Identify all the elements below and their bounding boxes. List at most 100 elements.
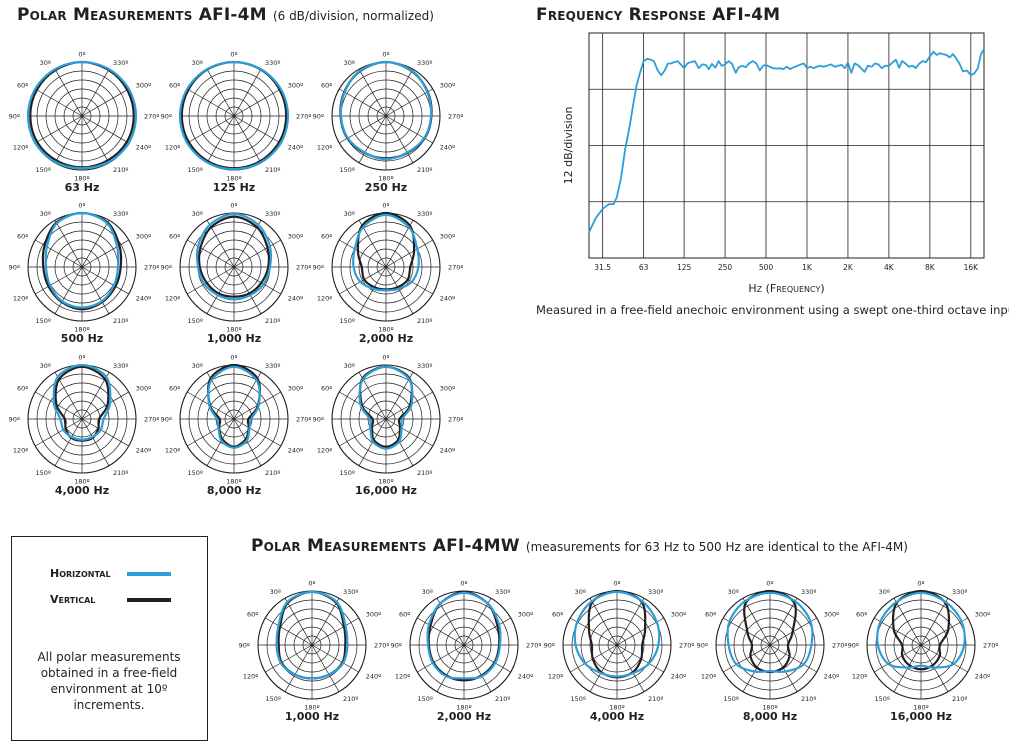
polar-angle-label: 180º	[913, 704, 928, 712]
polar-angle-label: 60º	[399, 611, 410, 619]
polar-angle-label: 270º	[448, 416, 463, 424]
polar-plot: 0º 30º 60º 90º 120º 150º 180º 210º 240º 270º 300º 3…	[313, 51, 464, 195]
polar-horizontal-curve	[573, 590, 661, 678]
polar-angle-label: 150º	[36, 469, 51, 477]
polar-angle-label: 270º	[144, 113, 159, 121]
polar-angle-label: 240º	[824, 673, 839, 681]
polar-spoke	[81, 115, 129, 144]
polar-angle-label: 180º	[762, 704, 777, 712]
polar-spoke	[385, 239, 433, 268]
polar-spoke	[311, 644, 359, 673]
polar-spoke	[385, 88, 433, 117]
polar-spoke	[463, 598, 492, 646]
polar-angle-label: 300º	[288, 82, 303, 90]
legend-note: All polar measurements obtained in a fre…	[37, 650, 181, 712]
polar-angle-label: 210º	[648, 695, 663, 703]
polar-spoke	[206, 418, 235, 466]
freq-x-tick-label: 125	[677, 263, 692, 272]
polar-spoke	[81, 266, 129, 295]
polar-plot: 0º 30º 60º 90º 120º 150º 180º 210º 240º 270º 300º 3…	[313, 354, 464, 498]
polar-angle-label: 60º	[321, 385, 332, 393]
polar-spoke	[385, 418, 433, 447]
polar-angle-label: 330º	[113, 362, 128, 370]
polar-spoke	[385, 69, 414, 117]
polar-angle-label: 120º	[165, 144, 180, 152]
polar-angle-label: 60º	[321, 82, 332, 90]
polar-spoke	[35, 418, 83, 447]
freq-x-tick-label: 63	[639, 263, 649, 272]
polar-angle-label: 120º	[852, 673, 867, 681]
polar-spoke	[81, 88, 129, 117]
polar-angle-label: 30º	[192, 210, 203, 218]
polar-angle-label: 30º	[575, 588, 586, 596]
polar-angle-label: 30º	[344, 59, 355, 67]
polar-angle-label: 300º	[824, 611, 839, 619]
polar-spoke	[187, 115, 235, 144]
polar-horizontal-curve	[352, 213, 420, 292]
polar-angle-label: 150º	[188, 317, 203, 325]
polar-spoke	[187, 418, 235, 447]
polar-angle-label: 120º	[13, 295, 28, 303]
polar-horizontal-curve	[275, 590, 349, 680]
polar-angle-label: 210º	[801, 695, 816, 703]
polar-angle-label: 270º	[983, 642, 998, 650]
polar-angle-label: 300º	[136, 82, 151, 90]
polar-angle-label: 180º	[74, 175, 89, 183]
polar-angle-label: 90º	[848, 642, 859, 650]
polar-spoke	[358, 266, 387, 314]
polar-angle-label: 30º	[344, 210, 355, 218]
polar-angle-label: 300º	[366, 611, 381, 619]
polar-angle-label: 270º	[448, 113, 463, 121]
polar-angle-label: 180º	[456, 704, 471, 712]
polar-spoke	[920, 644, 968, 673]
polar-spoke	[723, 644, 771, 673]
freq-x-tick-label: 500	[759, 263, 774, 272]
polar-plot: 0º 30º 60º 90º 120º 150º 180º 210º 240º 270º 300º 3…	[848, 580, 999, 724]
polar-spoke	[233, 266, 262, 314]
polar-angle-label: 60º	[17, 385, 28, 393]
polar-horizontal-curve	[52, 363, 112, 441]
polar-angle-label: 150º	[266, 695, 281, 703]
polar-angle-label: 60º	[17, 233, 28, 241]
polar-angle-label: 150º	[340, 166, 355, 174]
polar-angle-label: 180º	[378, 326, 393, 334]
polar-angle-label: 30º	[422, 588, 433, 596]
polar-vertical-curve	[359, 365, 413, 449]
polar-angle-label: 0º	[460, 580, 467, 588]
polar-angle-label: 210º	[113, 166, 128, 174]
freq-y-axis-label: 12 dB/division	[562, 107, 575, 185]
polar-angle-label: 60º	[856, 611, 867, 619]
polar-angle-label: 270º	[374, 642, 389, 650]
polar-angle-label: 60º	[705, 611, 716, 619]
polar-frequency-label: 1,000 Hz	[207, 332, 261, 345]
polar-spoke	[233, 239, 281, 268]
polar-spoke	[463, 644, 511, 673]
polar-angle-label: 210º	[113, 317, 128, 325]
polar-angle-label: 150º	[36, 317, 51, 325]
polar-frequency-label: 125 Hz	[213, 181, 255, 194]
polar-spoke	[311, 644, 340, 692]
polar-angle-label: 0º	[613, 580, 620, 588]
polar-horizontal-curve	[44, 211, 120, 309]
polar-angle-label: 300º	[288, 385, 303, 393]
polar-angle-label: 150º	[418, 695, 433, 703]
polar-plot: 0º 30º 60º 90º 120º 150º 180º 210º 240º 270º 300º 3…	[9, 51, 160, 195]
polar-horizontal-curve	[426, 591, 502, 680]
polar-spoke	[81, 418, 129, 447]
polar-angle-label: 30º	[728, 588, 739, 596]
polar-angle-label: 270º	[144, 416, 159, 424]
polar-title-afi4mw: Polar Measurements AFI-4MW (measurements…	[251, 536, 908, 556]
polar-angle-label: 0º	[382, 51, 389, 59]
polar-spoke	[358, 115, 387, 163]
polar-angle-label: 240º	[136, 447, 151, 455]
polar-vertical-curve	[427, 590, 501, 682]
polar-angle-label: 240º	[136, 144, 151, 152]
polar-spoke	[920, 598, 949, 646]
polar-angle-label: 330º	[265, 210, 280, 218]
polar-angle-label: 330º	[265, 59, 280, 67]
polar-frequency-label: 2,000 Hz	[437, 710, 491, 723]
polar-angle-label: 180º	[226, 175, 241, 183]
polar-horizontal-curve	[339, 60, 433, 161]
legend-horizontal-swatch	[127, 572, 171, 576]
